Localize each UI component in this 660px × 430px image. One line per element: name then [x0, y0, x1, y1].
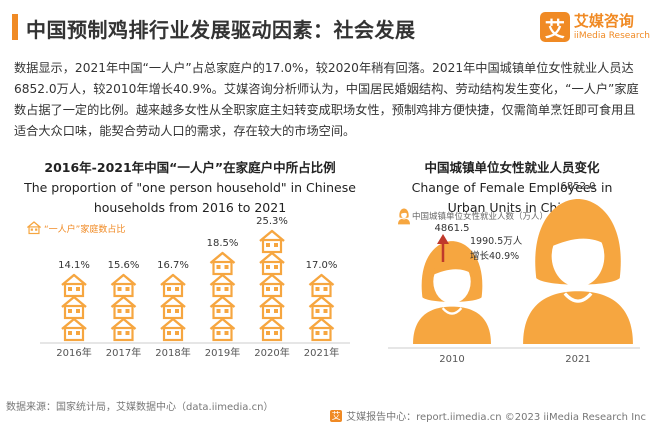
chart1-title-cn: 2016年-2021年中国“一人户”在家庭户中所占比例 [44, 160, 336, 175]
chart1-bar-2017年 [110, 273, 137, 342]
chart1-value-label: 18.5% [207, 238, 239, 249]
house-icon [61, 273, 87, 298]
chart1-legend: “一人户”家庭数占比 [26, 221, 125, 235]
chart2-title: 中国城镇单位女性就业人员变化 Change of Female Employee… [392, 158, 632, 218]
house-icon [209, 251, 236, 276]
chart1-bar-2020年 [259, 229, 285, 342]
page-title: 中国预制鸡排行业发展驱动因素：社会发展 [26, 18, 416, 42]
growth-arrow-icon [437, 234, 449, 244]
chart2-category-label: 2021 [565, 354, 590, 365]
chart2-value-label: 4861.5 [435, 223, 470, 234]
title-accent-bar [12, 14, 18, 40]
data-source: 数据来源：国家统计局，艾媒数据中心（data.iimedia.cn） [6, 402, 274, 413]
chart1-legend-label: “一人户”家庭数占比 [44, 223, 125, 235]
chart1-bar-2021年 [308, 273, 335, 342]
footer-credit: 艾 艾媒报告中心：report.iimedia.cn ©2023 iiMedia… [330, 408, 646, 423]
chart2-category-label: 2010 [439, 354, 464, 365]
chart2-legend-label: 中国城镇单位女性就业人数（万人） [412, 211, 548, 222]
woman-icon [523, 198, 633, 344]
woman-icon [413, 241, 491, 344]
iimedia-logo: 艾 艾媒咨询 iiMedia Research [539, 11, 650, 42]
legend-woman-icon [398, 208, 410, 225]
chart1-title-en: The proportion of "one person household"… [24, 180, 356, 215]
chart1-category-label: 2018年 [155, 346, 190, 359]
chart1-category-label: 2016年 [56, 346, 91, 359]
chart1-category-label: 2021年 [304, 346, 339, 359]
chart1-value-label: 17.0% [306, 260, 338, 271]
chart2-value-label: 6852.0 [561, 181, 596, 192]
chart1-category-label: 2020年 [254, 346, 289, 359]
description-paragraph: 数据显示，2021年中国“一人户”占总家庭户的17.0%，较2020年稍有回落。… [14, 61, 639, 138]
house-icon [308, 273, 335, 298]
house-icon [110, 273, 137, 298]
house-icon [259, 229, 285, 254]
chart1-category-label: 2017年 [106, 346, 141, 359]
chart2-title-en: Change of Female Employees in Urban Unit… [411, 180, 613, 215]
chart1-bar-2019年 [209, 251, 236, 342]
logo-name-cn: 艾媒咨询 [573, 11, 634, 30]
chart1-title: 2016年-2021年中国“一人户”在家庭户中所占比例 The proporti… [20, 158, 360, 218]
chart2-legend: 中国城镇单位女性就业人数（万人） [398, 208, 548, 225]
chart1-value-label: 25.3% [256, 216, 288, 227]
chart2-title-cn: 中国城镇单位女性就业人员变化 [424, 160, 600, 175]
growth-annotation-line: 1990.5万人 [470, 236, 523, 247]
chart1-value-label: 14.1% [58, 260, 90, 271]
house-icon [160, 273, 186, 298]
logo-name-en: iiMedia Research [573, 30, 650, 41]
chart1-value-label: 15.6% [108, 260, 140, 271]
footer-logo-mark: 艾 [330, 409, 343, 422]
growth-annotation-line: 增长40.9% [470, 250, 519, 262]
chart1-bar-2016年 [61, 273, 87, 342]
logo-mark: 艾 [539, 12, 570, 42]
footer-text: 艾媒报告中心：report.iimedia.cn ©2023 iiMedia R… [346, 412, 646, 423]
chart1-value-label: 16.7% [157, 260, 189, 271]
chart1-bar-2018年 [160, 273, 186, 342]
chart1-category-label: 2019年 [205, 346, 240, 359]
legend-house-icon [26, 221, 42, 235]
